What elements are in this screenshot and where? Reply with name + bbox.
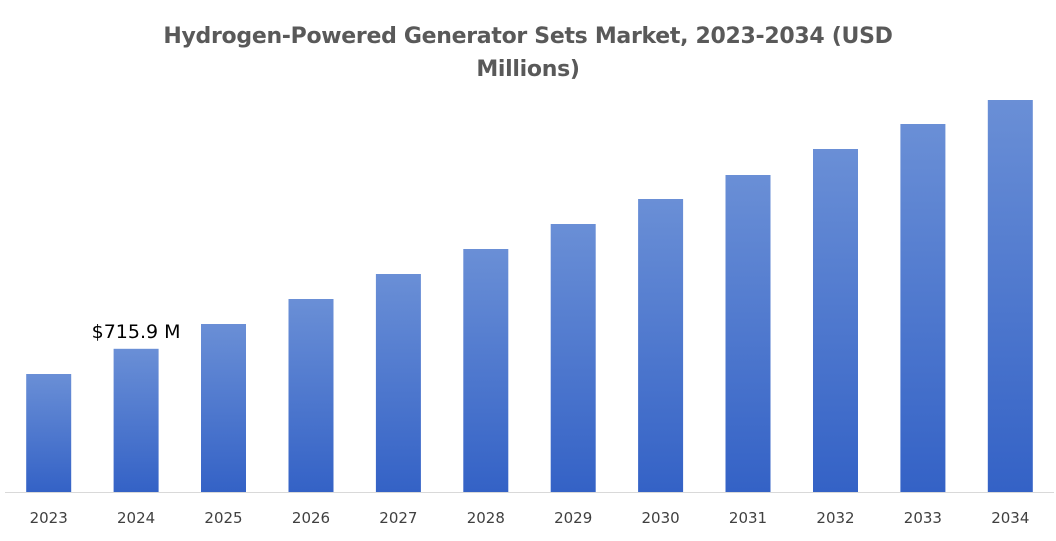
bars-group xyxy=(26,100,1033,492)
chart-title-line-2: Millions) xyxy=(476,57,580,82)
bar-2030 xyxy=(638,199,684,492)
chart-title-line-1: Hydrogen-Powered Generator Sets Market, … xyxy=(163,24,893,49)
x-tick-label-2033: 2033 xyxy=(904,509,942,527)
chart-title: Hydrogen-Powered Generator Sets Market, … xyxy=(0,20,1056,86)
bar-2031 xyxy=(725,175,771,492)
bar-2026 xyxy=(288,299,334,492)
data-labels-group: $715.9 M xyxy=(92,321,181,343)
x-tick-label-2024: 2024 xyxy=(117,509,155,527)
x-tick-label-2029: 2029 xyxy=(554,509,592,527)
data-label-2024: $715.9 M xyxy=(92,321,181,343)
x-tick-labels: 2023 2024 2025 2026 2027 2028 2029 2030 2031 2032… xyxy=(30,509,1030,527)
bar-2033 xyxy=(900,124,946,492)
bar-2032 xyxy=(813,149,858,492)
x-tick-label-2034: 2034 xyxy=(991,509,1029,527)
bar-2024 xyxy=(113,348,159,492)
x-tick-label-2031: 2031 xyxy=(729,509,767,527)
x-tick-label-2032: 2032 xyxy=(816,509,854,527)
x-tick-label-2027: 2027 xyxy=(379,509,417,527)
bar-2025 xyxy=(201,324,246,492)
x-tick-label-2028: 2028 xyxy=(467,509,505,527)
bar-2027 xyxy=(375,274,421,492)
bar-2023 xyxy=(26,374,72,492)
x-tick-label-2025: 2025 xyxy=(204,509,242,527)
bar-2029 xyxy=(550,224,596,492)
bar-2034 xyxy=(987,100,1033,492)
x-tick-label-2026: 2026 xyxy=(292,509,330,527)
bar-2028 xyxy=(463,249,509,492)
x-tick-label-2030: 2030 xyxy=(642,509,680,527)
x-tick-label-2023: 2023 xyxy=(30,509,68,527)
